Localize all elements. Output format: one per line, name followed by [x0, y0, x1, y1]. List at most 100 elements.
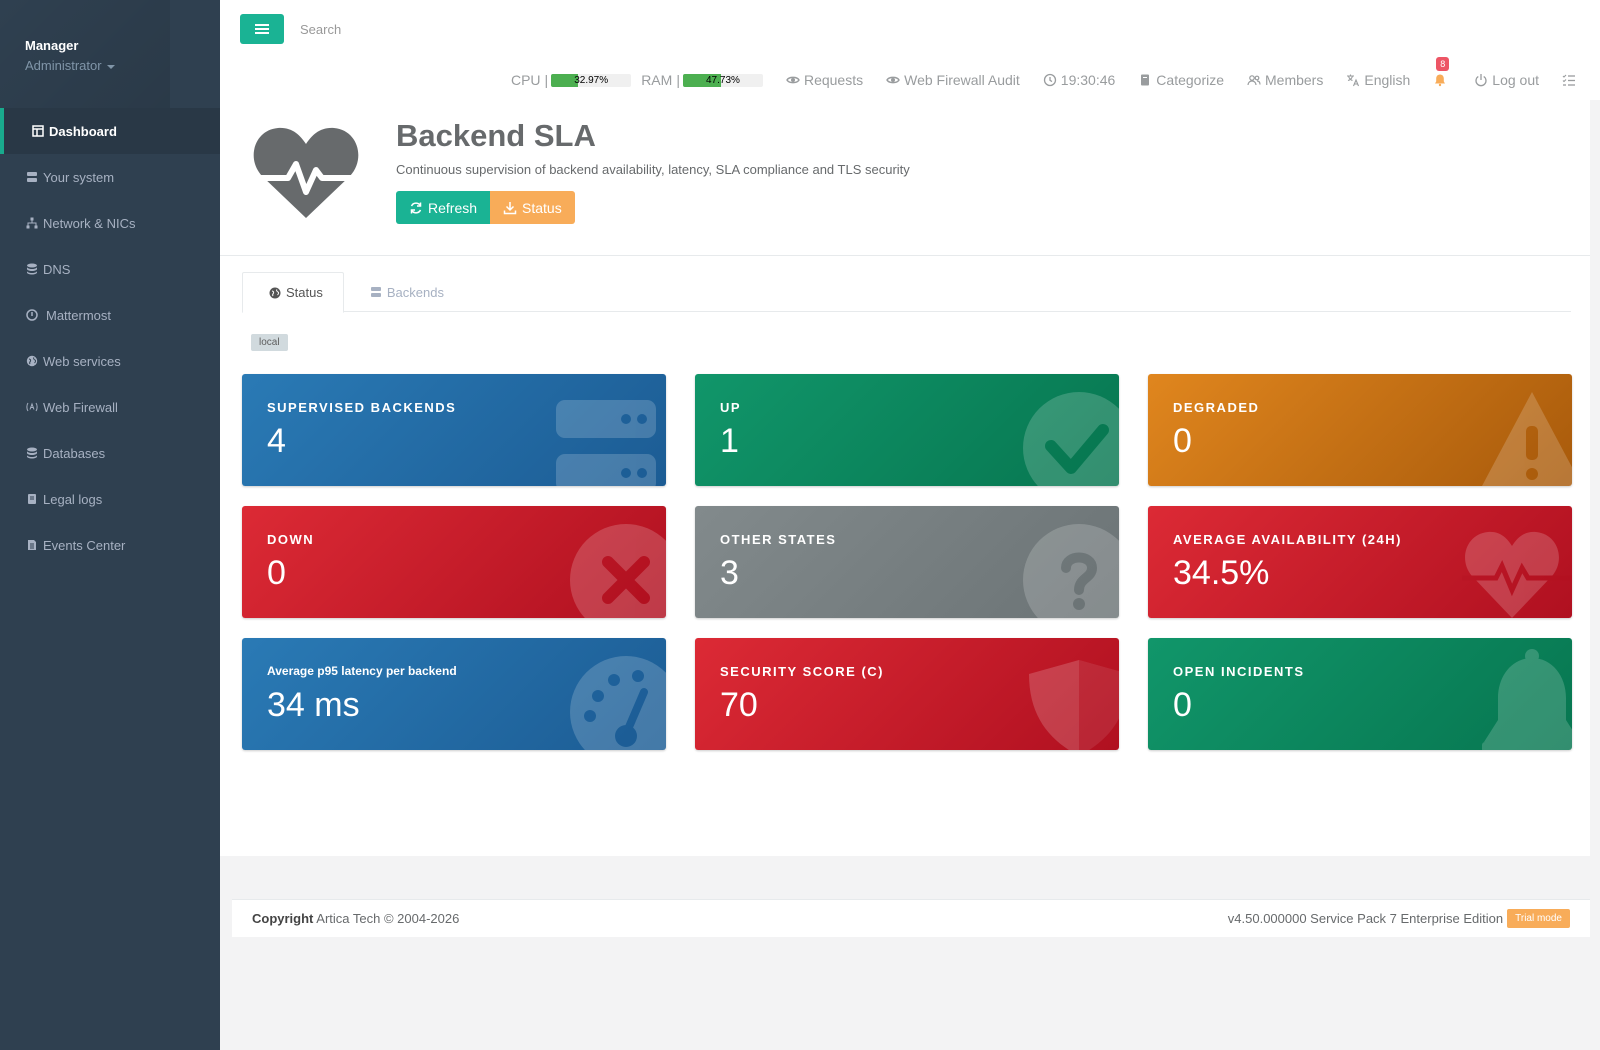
card-title: DOWN [267, 532, 315, 547]
sidebar-item-databases[interactable]: Databases [0, 430, 220, 476]
profile-block: Manager Administrator [0, 0, 220, 108]
sidebar-item-dashboard[interactable]: Dashboard [0, 108, 220, 154]
card-supervised-backends: SUPERVISED BACKENDS 4 [242, 374, 666, 486]
separator: | [544, 72, 549, 88]
heartbeat-icon [1462, 531, 1572, 618]
refresh-label: Refresh [428, 199, 478, 216]
main-content: Status Backends local SUPERVISED BACKEND… [220, 256, 1590, 856]
language-selector[interactable]: English [1346, 72, 1410, 88]
copyright-text: Artica Tech © 2004-2026 [316, 911, 460, 926]
ram-meter: RAM | 47.73% [641, 72, 763, 88]
card-value: 0 [1173, 422, 1192, 460]
gauge-icon [570, 656, 666, 750]
cpu-label: CPU [510, 72, 541, 88]
bell-icon [1435, 74, 1446, 87]
card-title: OTHER STATES [720, 532, 837, 547]
tab-bar: Status Backends [242, 272, 1571, 313]
card-value: 0 [267, 554, 286, 592]
language-label: English [1364, 72, 1411, 88]
status-download-button[interactable]: Status [490, 191, 575, 224]
globe-icon [26, 355, 38, 367]
card-p95-latency: Average p95 latency per backend 34 ms [242, 638, 666, 750]
page-subtitle: Continuous supervision of backend availa… [396, 162, 910, 177]
card-title: UP [720, 400, 742, 415]
sidebar-item-events-center[interactable]: Events Center [0, 522, 220, 568]
sidebar-item-your-system[interactable]: Your system [0, 154, 220, 200]
sidebar-item-dns[interactable]: DNS [0, 246, 220, 292]
times-circle-icon [570, 524, 666, 618]
tab-backends[interactable]: Backends [344, 272, 464, 312]
card-title: Average p95 latency per backend [267, 664, 457, 678]
card-value: 0 [1173, 686, 1192, 724]
footer: Copyright Artica Tech © 2004-2026 v4.50.… [232, 899, 1590, 937]
sidebar-item-web-services[interactable]: Web services [0, 338, 220, 384]
trial-badge: Trial mode [1507, 909, 1570, 928]
card-degraded: DEGRADED 0 [1148, 374, 1572, 486]
question-circle-icon [1023, 524, 1119, 618]
card-title: SUPERVISED BACKENDS [267, 400, 457, 415]
user-name: Manager [25, 38, 79, 53]
sidebar-item-label: Web Firewall [43, 399, 118, 415]
card-value: 70 [720, 686, 758, 724]
sidebar: Manager Administrator Dashboard Your sys… [0, 0, 220, 1050]
sidebar-item-network[interactable]: Network & NICs [0, 200, 220, 246]
eye-icon [886, 76, 900, 84]
firewall-icon [26, 401, 38, 413]
copyright-label: Copyright [252, 911, 314, 926]
server-icon [370, 287, 381, 297]
waf-audit-label: Web Firewall Audit [904, 72, 1020, 88]
sidebar-item-label: Your system [43, 169, 115, 185]
ram-bar-fill [682, 73, 722, 87]
version-text: v4.50.000000 Service Pack 7 Enterprise E… [1227, 911, 1504, 926]
book-icon [26, 493, 38, 505]
server-icon [556, 400, 656, 486]
sidebar-item-label: Databases [43, 445, 106, 461]
search-input[interactable] [300, 14, 560, 44]
warning-icon [1482, 392, 1572, 486]
clock-value: 19:30:46 [1060, 72, 1116, 88]
user-role-dropdown[interactable]: Administrator [25, 58, 115, 73]
card-value: 3 [720, 554, 739, 592]
version-info: v4.50.000000 Service Pack 7 Enterprise E… [1228, 909, 1570, 928]
sidebar-item-label: DNS [43, 261, 71, 277]
sidebar-item-legal-logs[interactable]: Legal logs [0, 476, 220, 522]
tab-label: Backends [386, 284, 444, 300]
page-title: Backend SLA [396, 118, 596, 153]
refresh-button[interactable]: Refresh [396, 191, 491, 224]
ram-value: 47.73% [705, 74, 740, 86]
sidebar-nav: Dashboard Your system Network & NICs DNS… [0, 108, 220, 568]
cpu-bar-fill [551, 73, 578, 87]
list-check-icon [1562, 74, 1575, 86]
check-circle-icon [1023, 392, 1119, 486]
power-icon [1475, 74, 1487, 87]
members-link[interactable]: Members [1247, 72, 1323, 88]
categorize-link[interactable]: Categorize [1138, 72, 1224, 88]
tab-status[interactable]: Status [242, 272, 344, 313]
top-bar: CPU| 32.97% RAM| 47.73% Requests Web Fir… [220, 0, 1600, 100]
sidebar-item-label: Dashboard [49, 123, 117, 139]
translate-icon [1347, 74, 1360, 87]
sidebar-item-web-firewall[interactable]: Web Firewall [0, 384, 220, 430]
menu-toggle-button[interactable] [240, 14, 284, 44]
tab-label: Status [286, 285, 323, 300]
requests-link[interactable]: Requests [786, 72, 863, 88]
database-icon [26, 263, 38, 275]
logout-link[interactable]: Log out [1474, 72, 1539, 88]
file-icon [26, 539, 38, 551]
sidebar-item-mattermost[interactable]: Mattermost [0, 292, 220, 338]
users-icon [1247, 75, 1261, 86]
server-icon [26, 171, 38, 183]
notifications-button[interactable]: 8 [1433, 57, 1451, 87]
logout-label: Log out [1492, 72, 1539, 88]
globe-icon [269, 287, 281, 298]
clock: 19:30:46 [1043, 72, 1116, 88]
tasks-button[interactable] [1562, 73, 1580, 87]
download-icon [503, 201, 517, 214]
copyright: Copyright Artica Tech © 2004-2026 [252, 911, 459, 926]
card-down: DOWN 0 [242, 506, 666, 618]
waf-audit-link[interactable]: Web Firewall Audit [886, 72, 1020, 88]
caret-down-icon [106, 64, 115, 69]
sidebar-item-label: Web services [43, 353, 121, 369]
card-title: AVERAGE AVAILABILITY (24H) [1173, 532, 1402, 547]
refresh-icon [410, 201, 422, 214]
